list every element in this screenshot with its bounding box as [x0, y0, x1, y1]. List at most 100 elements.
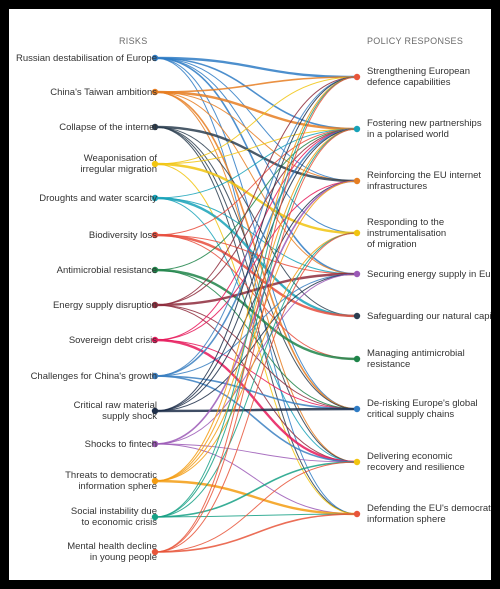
response-node: [353, 73, 361, 81]
link-risk-1-response-4: [154, 91, 358, 275]
risk-label: Antimicrobial resistance: [56, 264, 157, 276]
risk-node: [151, 88, 159, 96]
link-risk-8-response-2: [154, 180, 358, 341]
response-node: [353, 177, 361, 185]
risk-label: Energy supply disruption: [52, 299, 157, 311]
response-node: [353, 405, 361, 413]
link-risk-5-response-1: [154, 128, 358, 236]
response-label: Defending the EU's democratic informatio…: [367, 503, 491, 525]
risk-response-diagram: [151, 54, 361, 556]
response-label: Delivering economic recovery and resilie…: [367, 451, 465, 473]
link-risk-4-response-4: [154, 197, 358, 275]
risk-label: Mental health decline in young people: [67, 541, 157, 563]
link-risk-13-response-3: [154, 232, 358, 518]
link-risk-6-response-1: [154, 128, 358, 271]
link-risk-1-response-2: [154, 91, 358, 182]
link-risk-2-response-8: [154, 126, 358, 463]
risk-node: [151, 123, 159, 131]
link-risk-3-response-3: [154, 162, 358, 235]
link-risk-8-response-8: [154, 338, 358, 464]
link-risk-0-response-4: [154, 57, 358, 275]
link-risk-13-response-8: [154, 461, 358, 518]
link-risk-8-response-1: [154, 128, 358, 341]
risk-node: [151, 407, 159, 415]
link-risk-3-response-0: [154, 76, 358, 165]
response-node: [353, 229, 361, 237]
link-risk-0-response-0: [154, 56, 358, 79]
link-risk-12-response-0: [154, 76, 358, 482]
risk-label: Sovereign debt crisis: [68, 334, 157, 346]
response-label: De-risking Europe's global critical supp…: [367, 398, 478, 420]
link-risk-2-response-7: [154, 126, 358, 410]
link-risk-13-response-1: [154, 128, 358, 518]
risk-label: Droughts and water scarcity: [39, 192, 157, 204]
response-label: Responding to the instrumentalisation of…: [367, 216, 447, 250]
risk-label: Collapse of the internet: [59, 121, 157, 133]
risk-label: China's Taiwan ambitions: [50, 86, 157, 98]
link-risk-11-response-4: [154, 273, 358, 445]
link-risk-14-response-1: [154, 128, 358, 553]
link-risk-11-response-8: [154, 443, 358, 463]
risk-node: [151, 194, 159, 202]
risk-label: Threats to democratic information sphere: [65, 470, 157, 492]
response-node: [353, 355, 361, 363]
risk-node: [151, 440, 159, 448]
risk-node: [151, 336, 159, 344]
response-node: [353, 458, 361, 466]
link-risk-12-response-1: [154, 128, 358, 482]
risk-label: Russian destabilisation of Europe: [15, 52, 157, 64]
response-node: [353, 270, 361, 278]
risk-label: Shocks to fintech: [84, 438, 157, 450]
links: [154, 56, 358, 553]
response-label: Securing energy supply in Europe: [367, 268, 491, 280]
risk-label: Biodiversity loss: [88, 229, 157, 241]
link-risk-7-response-0: [154, 76, 358, 306]
link-risk-2-response-2: [154, 125, 358, 183]
link-risk-0-response-9: [154, 57, 358, 515]
link-risk-9-response-8: [154, 375, 358, 463]
link-risk-10-response-1: [154, 128, 358, 412]
link-risk-2-response-5: [154, 126, 358, 317]
link-risk-9-response-4: [154, 273, 358, 377]
link-risk-13-response-0: [154, 76, 358, 518]
response-node: [353, 125, 361, 133]
risk-label: Social instability due to economic crisi…: [70, 506, 157, 528]
risk-node: [151, 477, 159, 485]
risk-node: [151, 372, 159, 380]
risk-node: [151, 548, 159, 556]
response-label: Strengthening European defence capabilit…: [367, 66, 470, 88]
risk-label: Challenges for China's growth: [30, 370, 157, 382]
response-node: [353, 312, 361, 320]
link-risk-13-response-9: [154, 513, 358, 518]
link-risk-7-response-1: [154, 128, 358, 306]
link-risk-7-response-4: [154, 272, 358, 307]
link-risk-14-response-9: [154, 513, 358, 553]
link-risk-4-response-5: [154, 196, 358, 318]
risk-node: [151, 160, 159, 168]
risk-node: [151, 231, 159, 239]
risk-node: [151, 513, 159, 521]
link-risk-1-response-0: [154, 76, 358, 93]
risk-node: [151, 54, 159, 62]
risk-label: Critical raw material supply shock: [73, 400, 157, 422]
link-risk-0-response-2: [154, 57, 358, 182]
link-risk-10-response-0: [154, 76, 358, 412]
link-risk-9-response-1: [154, 128, 358, 377]
link-risk-9-response-0: [154, 76, 358, 377]
link-risk-14-response-0: [154, 76, 358, 553]
link-risk-11-response-9: [154, 443, 358, 515]
response-node: [353, 510, 361, 518]
link-risk-14-response-3: [154, 232, 358, 553]
risk-label: Weaponisation of irregular migration: [80, 153, 157, 175]
link-risk-12-response-9: [154, 479, 358, 516]
risk-node: [151, 301, 159, 309]
link-risk-10-response-7: [154, 407, 358, 413]
responses-header: POLICY RESPONSES: [367, 36, 464, 46]
link-risk-0-response-3: [154, 57, 358, 234]
link-risk-2-response-9: [154, 126, 358, 515]
response-label: Safeguarding our natural capital: [367, 310, 491, 322]
link-risk-3-response-1: [154, 128, 358, 165]
link-risk-1-response-1: [154, 90, 358, 131]
response-label: Fostering new partnerships in a polarise…: [367, 118, 482, 140]
diagram-frame: RISKS POLICY RESPONSES Russian destabili…: [9, 9, 491, 580]
